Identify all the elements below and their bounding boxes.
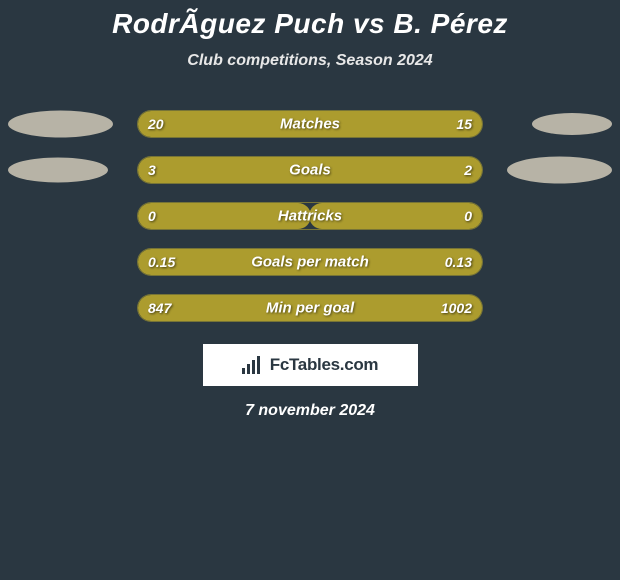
barchart-icon: [242, 356, 264, 374]
stat-row: 0.15 0.13 Goals per match: [0, 248, 620, 276]
stat-label: Hattricks: [278, 208, 342, 225]
stat-bar: 20 15 Matches: [137, 110, 483, 138]
stat-bar: 0 0 Hattricks: [137, 202, 483, 230]
stat-rows: 20 15 Matches 3 2 Goals 0 0 Hattricks 0.15 0.13 Goa…: [0, 110, 620, 322]
right-bubble: [507, 157, 612, 184]
stat-value-right: 2: [464, 162, 472, 178]
stat-bar: 0.15 0.13 Goals per match: [137, 248, 483, 276]
stat-label: Matches: [280, 116, 340, 133]
stat-row: 20 15 Matches: [0, 110, 620, 138]
player2-name: B. Pérez: [393, 8, 508, 39]
stat-value-left: 0.15: [148, 254, 175, 270]
stat-bar: 3 2 Goals: [137, 156, 483, 184]
right-bubble: [532, 113, 612, 135]
subtitle: Club competitions, Season 2024: [0, 52, 620, 70]
comparison-infographic: RodrÃ­guez Puch vs B. Pérez Club competi…: [0, 0, 620, 420]
stat-label: Goals: [289, 162, 331, 179]
stat-label: Goals per match: [251, 254, 369, 271]
left-bubble: [8, 111, 113, 138]
vs-separator: vs: [353, 8, 385, 39]
stat-value-right: 0: [464, 208, 472, 224]
left-bubble: [8, 158, 108, 183]
stat-row: 847 1002 Min per goal: [0, 294, 620, 322]
stat-value-right: 0.13: [445, 254, 472, 270]
stat-value-right: 1002: [441, 300, 472, 316]
date-label: 7 november 2024: [0, 402, 620, 420]
stat-bar: 847 1002 Min per goal: [137, 294, 483, 322]
page-title: RodrÃ­guez Puch vs B. Pérez: [0, 8, 620, 40]
stat-value-left: 20: [148, 116, 164, 132]
logo-text: FcTables.com: [270, 355, 379, 375]
stat-value-left: 3: [148, 162, 156, 178]
stat-value-right: 15: [456, 116, 472, 132]
stat-row: 0 0 Hattricks: [0, 202, 620, 230]
stat-row: 3 2 Goals: [0, 156, 620, 184]
stat-value-left: 847: [148, 300, 171, 316]
stat-label: Min per goal: [266, 300, 354, 317]
player1-name: RodrÃ­guez Puch: [112, 8, 345, 39]
stat-value-left: 0: [148, 208, 156, 224]
logo-box: FcTables.com: [203, 344, 418, 386]
